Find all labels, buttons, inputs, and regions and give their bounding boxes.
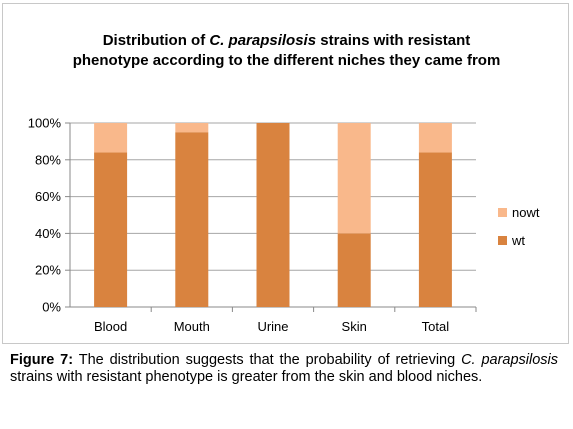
- title-part-4: phenotype according to the different nic…: [72, 52, 501, 69]
- bar-wt-total: [418, 152, 452, 307]
- title-part-3: strains with resistant: [316, 32, 471, 49]
- figure-label: Figure 7:: [10, 352, 74, 368]
- x-tick-label: Skin: [342, 319, 367, 334]
- bar-wt-urine: [256, 123, 290, 307]
- legend-label-nowt: nowt: [512, 205, 540, 220]
- title-part-1: Distribution of: [102, 32, 210, 49]
- figure-caption: Figure 7: The distribution suggests that…: [10, 352, 558, 386]
- bar-nowt-mouth: [175, 123, 209, 133]
- bar-nowt-total: [418, 123, 452, 153]
- title-italic-species: C. parapsilosis: [209, 32, 317, 49]
- y-tick-label: 60%: [35, 189, 61, 204]
- x-tick-label: Urine: [257, 319, 288, 334]
- chart-title: Distribution of C. parapsilosis strains …: [0, 31, 573, 71]
- caption-text-1: The distribution suggests that the proba…: [73, 352, 462, 368]
- bar-wt-mouth: [175, 132, 209, 307]
- y-tick-label: 40%: [35, 226, 61, 241]
- bar-wt-skin: [337, 233, 371, 307]
- y-tick-label: 20%: [35, 263, 61, 278]
- x-tick-label: Total: [422, 319, 450, 334]
- y-tick-label: 0%: [42, 300, 61, 315]
- stacked-bar-chart: 0% 20% 40% 60% 80% 100% Blood Mouth Urine Skin Tot…: [28, 116, 540, 335]
- x-tick-label: Mouth: [174, 319, 210, 334]
- caption-text-2: strains with resistant phenotype is grea…: [10, 369, 483, 385]
- y-tick-label: 80%: [35, 152, 61, 167]
- bar-nowt-blood: [94, 123, 128, 153]
- caption-italic-species: C. parapsilosis: [461, 352, 559, 368]
- x-tick-label: Blood: [94, 319, 127, 334]
- y-tick-label: 100%: [28, 116, 62, 131]
- legend-swatch-wt: [498, 236, 507, 245]
- bar-nowt-skin: [337, 123, 371, 234]
- legend-label-wt: wt: [511, 233, 525, 248]
- bar-wt-blood: [94, 152, 128, 307]
- legend-swatch-nowt: [498, 208, 507, 217]
